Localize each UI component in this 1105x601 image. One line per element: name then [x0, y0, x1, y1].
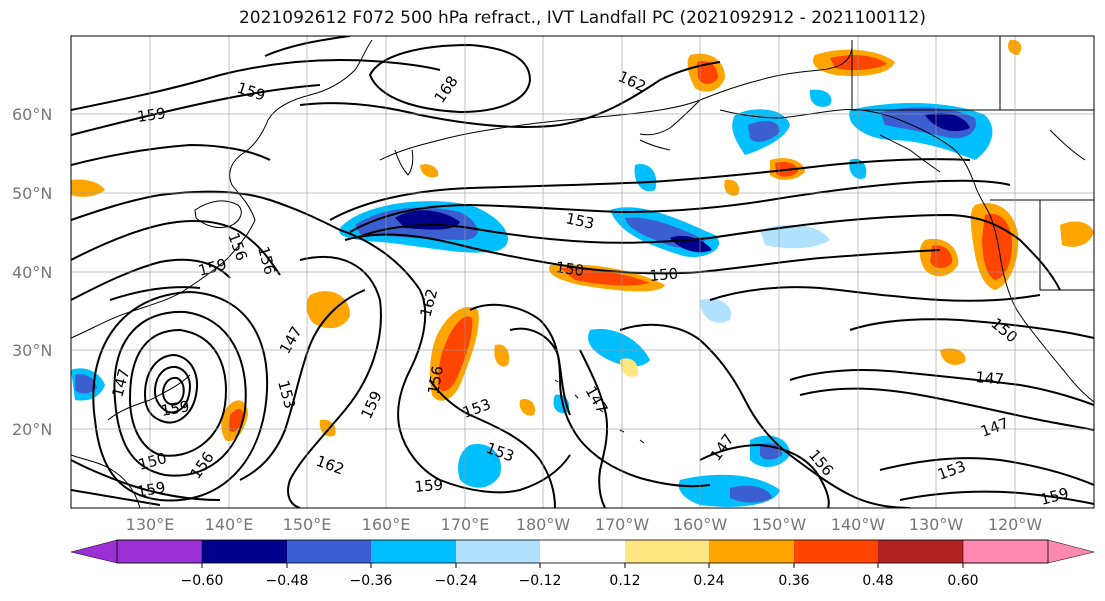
contour-label: 168	[431, 73, 462, 107]
colorbar-segment	[878, 540, 963, 563]
colorbar-tick-label: −0.36	[350, 573, 393, 589]
contour-label: 147	[276, 323, 306, 357]
lon-label: 140°W	[831, 515, 886, 534]
contour-label: 147	[975, 368, 1005, 388]
lon-label: 160°E	[362, 515, 411, 534]
colorbar-tick-label: 0.12	[609, 573, 640, 589]
colorbar-segment	[794, 540, 878, 563]
contour-label: 159	[136, 478, 167, 501]
longitude-labels: 130°E 140°E 150°E 160°E 170°E 180°W 170°…	[126, 515, 1043, 534]
colorbar-segment	[625, 540, 709, 563]
shading-negative	[71, 89, 993, 507]
lat-label: 60°N	[12, 105, 52, 124]
latitude-labels: 60°N 50°N 40°N 30°N 20°N	[12, 105, 52, 439]
contour-label: 150	[649, 265, 679, 285]
colorbar-tick-label: −0.60	[181, 573, 224, 589]
contour-label: 159	[357, 388, 385, 422]
contour-label: 156	[424, 364, 447, 395]
colorbar: −0.60 −0.48 −0.36 −0.24 −0.12 0.12 0.24 …	[70, 539, 1095, 589]
lon-label: 150°E	[283, 515, 332, 534]
map-frame	[70, 35, 1095, 509]
lon-label: 150°W	[752, 515, 807, 534]
colorbar-frame	[116, 539, 1049, 564]
contour-label: 156	[805, 446, 837, 480]
colorbar-segment	[70, 539, 203, 564]
lon-label: 140°E	[205, 515, 254, 534]
colorbar-tick-label: 0.60	[947, 573, 978, 589]
colorbar-tick-label: 0.24	[693, 573, 724, 589]
contour-label: 159	[136, 104, 167, 126]
colorbar-tick-label: −0.12	[519, 573, 562, 589]
colorbar-segment	[962, 539, 1095, 564]
colorbar-tick-label: 0.48	[862, 573, 893, 589]
colorbar-tick-label: −0.48	[266, 573, 309, 589]
contour-label: 159	[196, 255, 228, 280]
lon-label: 170°W	[595, 515, 650, 534]
lon-label: 160°W	[673, 515, 728, 534]
contour-label: 153	[274, 378, 299, 410]
lat-label: 50°N	[12, 184, 52, 203]
contour-label: 147	[582, 383, 612, 417]
contour-label: 147	[978, 414, 1011, 441]
colorbar-ticks: −0.60 −0.48 −0.36 −0.24 −0.12 0.12 0.24 …	[181, 563, 979, 589]
graticule	[71, 36, 1094, 508]
contour-label: 153	[935, 457, 968, 484]
lat-label: 20°N	[12, 420, 52, 439]
contour-label: 159	[1038, 484, 1070, 509]
colorbar-segment	[709, 540, 794, 563]
lon-label: 170°E	[441, 515, 490, 534]
contour-label: 156	[187, 449, 218, 483]
colorbar-segment	[287, 540, 371, 563]
lat-label: 40°N	[12, 263, 52, 282]
contour-label: 150	[136, 449, 168, 474]
colorbar-segment	[456, 540, 540, 563]
contour-label: 150	[554, 258, 585, 280]
contour-label: 162	[314, 452, 347, 479]
lon-label: 130°W	[909, 515, 964, 534]
colorbar-segment	[202, 540, 287, 563]
lon-label: 120°W	[988, 515, 1043, 534]
lon-label: 180°W	[516, 515, 571, 534]
shading-positive	[71, 39, 1094, 442]
contour-label: 150	[987, 314, 1021, 346]
contour-label: 159	[160, 397, 191, 420]
height-contours	[71, 36, 1094, 508]
colorbar-segment	[371, 540, 456, 563]
colorbar-tick-label: 0.36	[778, 573, 809, 589]
contour-label: 147	[707, 431, 738, 465]
colorbar-segment	[540, 540, 625, 563]
lat-label: 30°N	[12, 341, 52, 360]
coastlines	[71, 36, 1094, 508]
chart-title: 2021092612 F072 500 hPa refract., IVT La…	[238, 8, 926, 28]
colorbar-tick-label: −0.24	[435, 573, 478, 589]
contour-label: 159	[414, 476, 444, 496]
contour-label: 153	[564, 209, 596, 233]
lon-label: 130°E	[126, 515, 175, 534]
contour-label: 159	[235, 79, 268, 105]
